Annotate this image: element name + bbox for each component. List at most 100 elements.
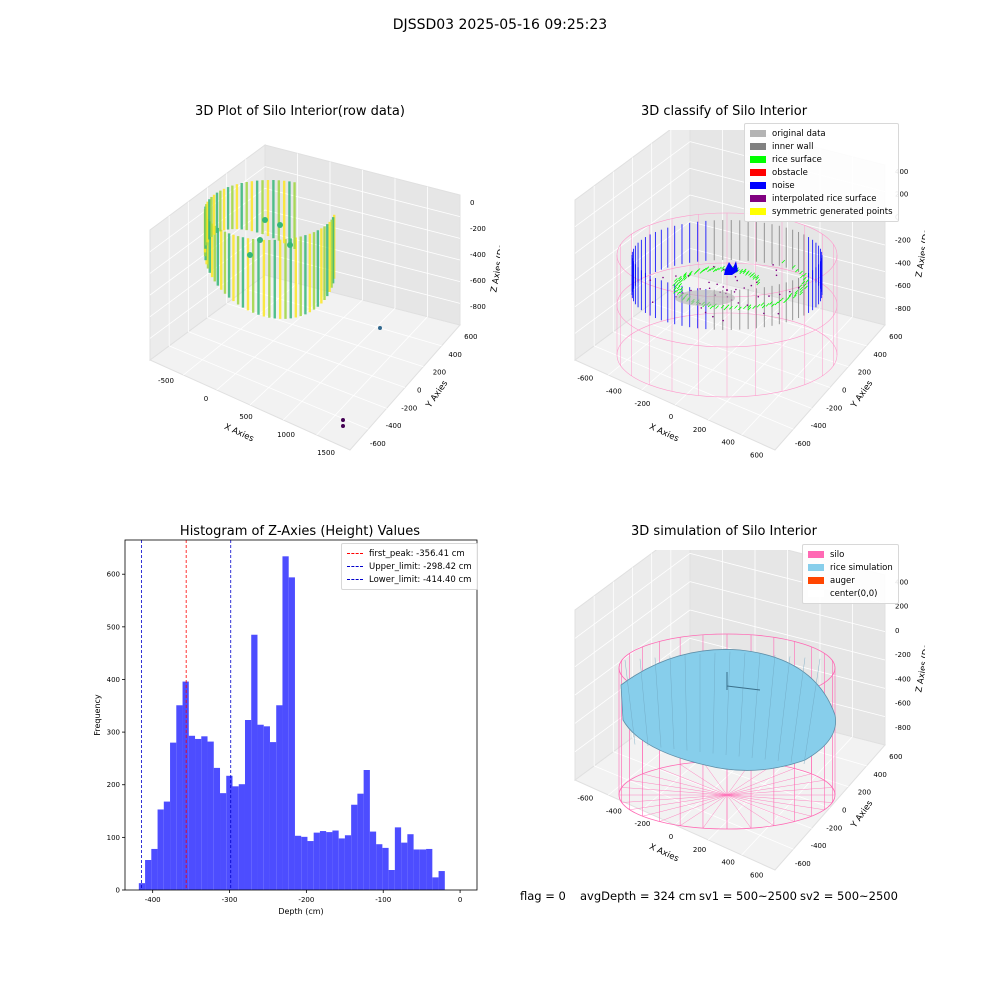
y-tick-label: 400 [107,676,120,684]
histogram-bar [426,848,433,890]
rice-surface-point [712,268,717,273]
interpolated-point [722,286,725,288]
histogram-bar [338,838,345,890]
z-tick-label: -800 [470,303,486,311]
rice-surface-point [771,303,775,308]
y-tick-label: -200 [826,404,842,412]
interpolated-point [675,275,677,277]
rice-surface-point [679,287,684,291]
legend-entry: original data [750,127,893,140]
point [257,237,263,243]
silo-floor-spoke [680,794,728,826]
z-tick-label: 200 [895,603,908,611]
histogram-bar [282,556,289,890]
raw-plot-title: 3D Plot of Silo Interior(row data) [195,104,405,119]
rice-surface-point [794,290,799,294]
z-tick-label: -800 [895,305,911,313]
rice-surface-point [803,283,807,287]
histogram-bar [326,832,333,890]
silo-floor-spoke [726,794,752,829]
rice-mesh-line [669,656,675,750]
interpolated-point [649,279,652,281]
rice-mesh-line [712,652,716,754]
legend-swatch [750,130,766,137]
legend-entry: noise [750,179,893,192]
rice-mesh-line [764,655,776,760]
interpolated-point [704,311,707,314]
legend-label: rice simulation [830,562,893,573]
histogram-bar [195,738,202,890]
histogram-bar [220,793,227,890]
legend-swatch [750,182,766,189]
x-tick-label: 400 [721,859,734,867]
interpolated-point [737,302,740,304]
rice-surface-point [725,304,730,309]
histogram-bar [294,835,302,890]
histogram-bar [363,770,370,890]
z-tick-label: -200 [895,651,911,659]
rice-surface-point [804,285,808,290]
legend-swatch [347,579,363,580]
silo-floor-spoke [629,780,728,796]
histogram-bar [357,793,364,890]
outlier-point [378,326,382,330]
x-tick-label: 600 [750,452,763,460]
histogram-bar [257,724,264,890]
point [262,217,268,223]
histogram-bar [176,705,183,890]
y-tick-label: 400 [873,771,886,779]
point [277,222,283,228]
rice-surface-point [799,286,803,291]
rice-surface-point [676,281,681,286]
legend-label: rice surface [772,154,822,165]
rice-mesh-line [751,653,761,759]
histogram-chart: -400 -300 -200 -100 0 0 100 200 300 400 500 600 Dept… [93,539,478,916]
histogram-bar [407,834,414,890]
rice-surface-point [742,270,747,274]
auger-arm [726,685,761,691]
rice-surface-point [687,273,692,278]
histogram-bar [201,736,208,890]
x-tick-label: -500 [158,377,174,385]
x-tick-label: 0 [204,395,208,403]
histogram-bar [157,809,164,890]
outlier-point [341,424,345,428]
interpolated-point [768,295,770,297]
outlier-point [341,418,345,422]
rice-surface-point [679,289,684,294]
rice-surface-point [709,267,713,272]
histogram-bar [213,767,221,890]
y-tick-label: 600 [889,333,902,341]
histogram-bar [369,831,377,890]
x-tick-label: -400 [606,387,622,395]
x-tick-label: -400 [145,896,161,904]
interpolated-point [662,276,664,279]
rice-surface-point [683,277,687,281]
rice-surface-point [756,303,761,308]
histogram-bar [382,847,389,890]
rice-surface-point [745,272,749,276]
z-tick-label: 0 [895,627,899,635]
y-axis-label: Y Axies [424,378,451,410]
legend-entry: symmetric generated points [750,205,893,218]
x-tick-label: 0 [669,413,673,421]
x-tick-label: 400 [721,439,734,447]
legend-entry: Upper_limit: -298.42 cm [347,560,472,573]
legend-swatch [750,169,766,176]
original-data-patch [675,290,735,306]
rice-surface-point [679,279,684,283]
histogram-bar [276,705,283,890]
rice-surface-point [803,276,807,281]
silo-floor-spoke [642,773,728,796]
legend-label: center(0,0) [830,588,878,599]
histogram-bar [313,832,320,890]
interpolated-point [726,289,728,291]
rice-mesh-line [790,657,806,763]
y-tick-label: -400 [811,842,827,850]
rice-surface-point [747,306,752,311]
silo-floor-spoke [642,794,728,817]
interpolated-point [743,287,746,289]
y-tick-label: -200 [401,404,417,412]
rice-simulation-body [620,649,837,771]
simulation-surfaces [618,633,837,830]
